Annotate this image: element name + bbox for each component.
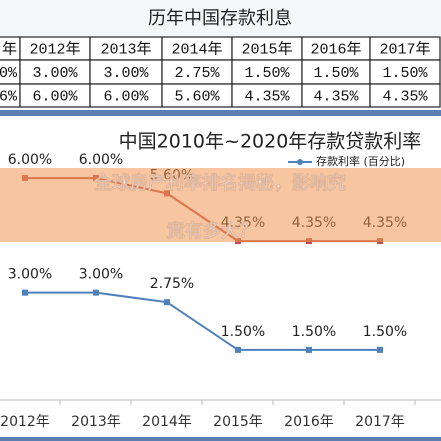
data-label: 6.00% — [8, 152, 52, 168]
legend-marker — [297, 159, 303, 165]
table-header: 年 — [2, 40, 17, 58]
overlay-band — [0, 168, 441, 242]
table-text: 6% — [0, 88, 18, 105]
table-text: 5.60% — [174, 88, 220, 105]
table-text: 6.00% — [32, 88, 78, 105]
line — [25, 291, 380, 351]
data-label: 1.50% — [292, 324, 336, 340]
table-header: 2012年 — [29, 40, 80, 58]
table-text: 1.50% — [313, 65, 359, 82]
table-text: 1.50% — [382, 65, 428, 82]
point — [306, 346, 312, 353]
chart-title: 中国2010年~2020年存款贷款利率 — [119, 131, 422, 153]
table-header: 2017年 — [379, 40, 430, 58]
table-text: 6.00% — [103, 88, 149, 105]
legend-label: 存款利率 (百分比) — [316, 154, 405, 168]
table-text: 0% — [0, 65, 18, 82]
x-tick-label: 2012年 — [0, 414, 50, 430]
table-title: 历年中国存款利息 — [148, 8, 292, 29]
table-header: 2016年 — [310, 40, 361, 58]
overlay-text: 竟有多大？ — [167, 220, 257, 242]
table-text: 4.35% — [244, 88, 290, 105]
table-cell — [369, 59, 441, 85]
x-tick-label: 2017年 — [355, 414, 405, 430]
data-label: 1.50% — [221, 324, 265, 340]
table-text: 4.35% — [382, 88, 428, 105]
table-cell — [19, 59, 91, 85]
table-text: 1.50% — [244, 65, 290, 82]
table-title-band — [0, 0, 441, 36]
data-label: 2.75% — [150, 276, 194, 292]
point — [22, 289, 28, 296]
overlay-text: 全球房产利率排名揭秘，影响究 — [93, 172, 346, 194]
table-header: 2014年 — [171, 40, 222, 58]
table-cell — [369, 83, 441, 108]
bottom-border — [0, 437, 441, 441]
table-text: 4.35% — [313, 88, 359, 105]
x-tick-label: 2016年 — [284, 414, 334, 430]
point — [377, 346, 383, 353]
table-text: 3.00% — [32, 65, 78, 82]
table-header: 2015年 — [241, 40, 292, 58]
separator — [0, 110, 441, 116]
point — [93, 289, 99, 296]
x-tick-label: 2013年 — [71, 414, 121, 430]
data-label: 3.00% — [79, 267, 123, 283]
point — [235, 346, 241, 353]
table-header: 2013年 — [100, 40, 151, 58]
point — [164, 299, 170, 306]
table: 年 2012年 2013年 2014年 2015年 2016年 2017年 0% 3.00% 3.… — [0, 36, 441, 108]
data-label: 6.00% — [79, 152, 123, 168]
x-tick-label: 2014年 — [142, 414, 192, 430]
data-label: 1.50% — [363, 324, 407, 340]
x-tick-label: 2015年 — [213, 414, 263, 430]
table-text: 2.75% — [174, 65, 220, 82]
table-text: 3.00% — [103, 65, 149, 82]
data-label: 3.00% — [8, 267, 52, 283]
